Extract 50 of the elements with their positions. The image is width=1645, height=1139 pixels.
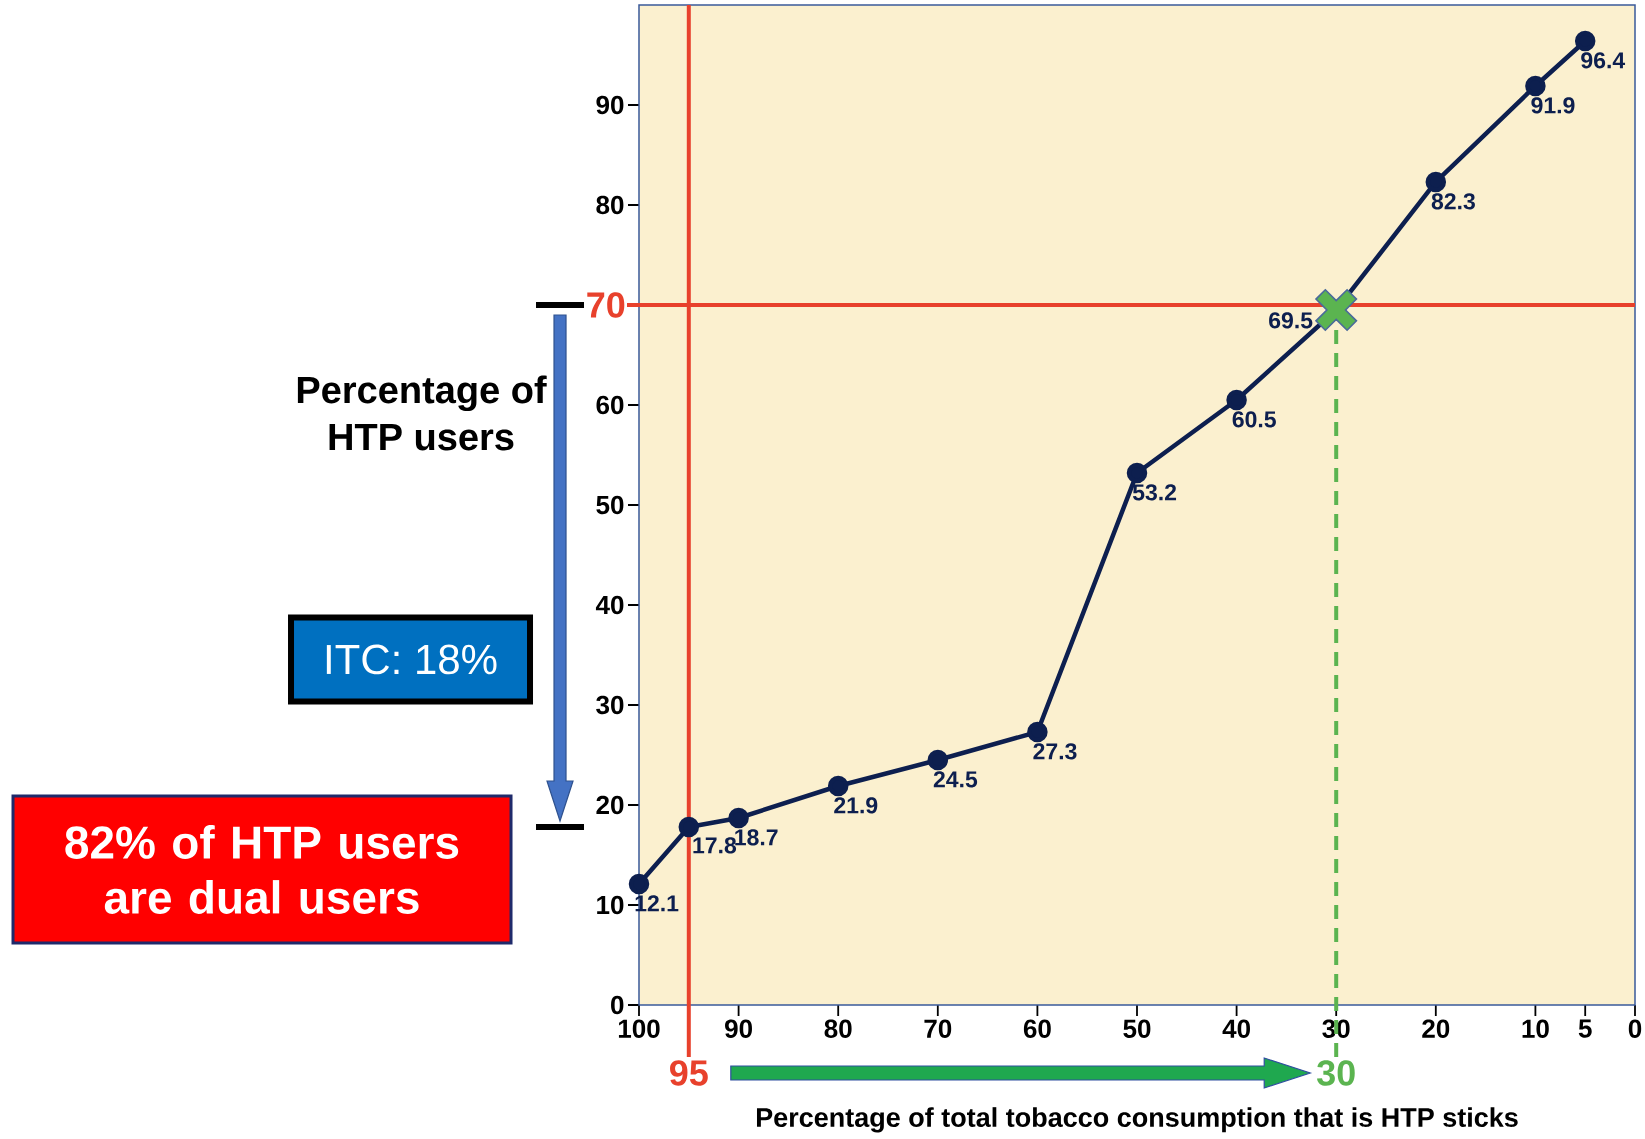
- x-tick-label: 10: [1522, 1019, 1549, 1038]
- text: 82% of HTP users are dual users: [65, 825, 459, 914]
- data-label: 17.8: [693, 837, 737, 854]
- y-tick-label: 60: [596, 395, 624, 415]
- y-tick-label: 10: [597, 895, 624, 915]
- data-label: 18.7: [735, 829, 778, 846]
- x-tick-label: 40: [1222, 1019, 1250, 1038]
- x-tick-label: 90: [725, 1019, 752, 1038]
- y-tick-label: 50: [596, 495, 624, 515]
- point: [1574, 30, 1596, 52]
- y-axis-title: Percentage of HTP users: [297, 375, 547, 451]
- y-tick-label: 80: [596, 195, 624, 215]
- ref-line-label: 30: [1317, 1060, 1355, 1086]
- x-tick-label: 5: [1578, 1019, 1592, 1038]
- data-label: 82.3: [1431, 193, 1475, 210]
- x-tick-label: 20: [1422, 1019, 1450, 1038]
- data-label: 53.2: [1132, 484, 1177, 501]
- point: [1315, 288, 1358, 332]
- point: [678, 816, 700, 838]
- y-tick-label: 20: [596, 795, 624, 815]
- point: [728, 807, 749, 829]
- data-label: 91.9: [1531, 97, 1575, 114]
- x-tick-label: 70: [924, 1019, 952, 1038]
- y-tick-label: 0: [611, 995, 624, 1015]
- data-label: 96.4: [1581, 52, 1626, 69]
- point: [827, 775, 849, 797]
- y-tick-label: 90: [596, 95, 624, 115]
- data-label: 60.5: [1232, 411, 1276, 428]
- x-tick-label: 60: [1023, 1019, 1051, 1038]
- point: [1126, 462, 1148, 484]
- x-axis-title: Percentage of total tobacco consumption that is HTP sticks: [756, 1107, 1518, 1133]
- point: [1226, 389, 1247, 411]
- point: [628, 873, 650, 895]
- x-tick-label: 100: [618, 1019, 660, 1038]
- text: ITC: 18%: [326, 644, 497, 675]
- data-label: 21.9: [834, 797, 878, 814]
- x-tick-label: 0: [1628, 1019, 1642, 1038]
- point: [1027, 721, 1048, 743]
- y-tick-label: 30: [596, 695, 624, 715]
- ref-line-label: 70: [587, 292, 625, 318]
- data-label: 24.5: [933, 771, 978, 788]
- point: [1525, 75, 1546, 97]
- data-label: 69.5: [1269, 312, 1313, 329]
- data-label: 27.3: [1033, 743, 1077, 760]
- point: [927, 749, 949, 771]
- point: [1425, 171, 1447, 193]
- x-tick-label: 80: [824, 1019, 852, 1038]
- y-tick-label: 40: [595, 595, 624, 615]
- ref-line-label: 95: [670, 1060, 708, 1086]
- x-tick-label: 50: [1123, 1019, 1151, 1038]
